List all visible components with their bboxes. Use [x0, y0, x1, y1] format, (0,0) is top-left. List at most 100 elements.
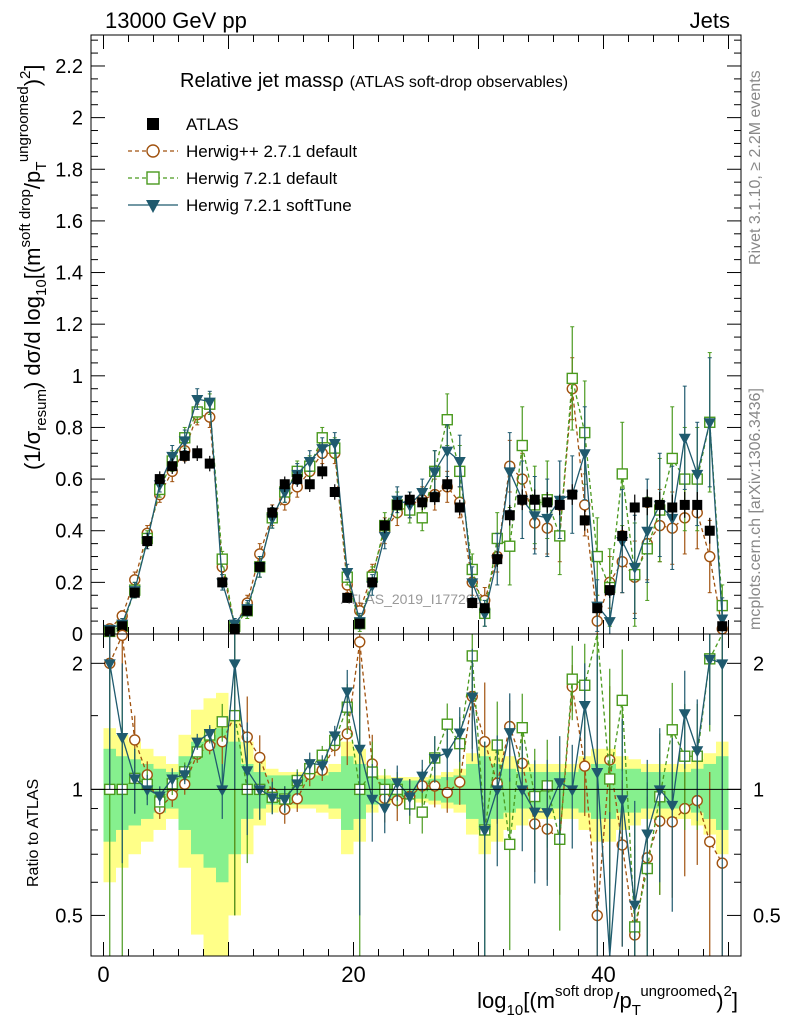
ratio-point	[141, 785, 154, 797]
ratio-point	[403, 792, 416, 804]
analysis-watermark: ATLAS_2019_I1772062	[341, 591, 490, 607]
ratio-point	[578, 700, 591, 712]
data-point	[542, 497, 553, 508]
data-point	[554, 499, 565, 510]
y-tick-label: 2.2	[55, 56, 83, 78]
data-point	[654, 499, 665, 510]
legend-label: Herwig++ 2.7.1 default	[186, 142, 357, 161]
data-point	[354, 618, 365, 629]
data-point	[129, 587, 140, 598]
data-point	[328, 438, 341, 450]
y-tick-label: 1.8	[55, 159, 83, 181]
y-tick-label: 1	[72, 366, 83, 388]
data-point	[666, 452, 678, 465]
ratio-point	[641, 829, 654, 841]
legend: ATLAS Herwig++ 2.7.1 default Herwig 7.2.1 …	[128, 115, 357, 215]
data-point	[466, 578, 479, 590]
ratio-point	[254, 751, 266, 764]
ratio-line	[109, 633, 723, 928]
data-point	[179, 450, 190, 461]
ratio-point	[504, 838, 516, 851]
data-point	[166, 451, 179, 463]
ratio-point	[266, 793, 279, 805]
y-tick-label: 1.6	[55, 211, 83, 233]
data-point	[616, 468, 628, 480]
ratio-point	[153, 791, 166, 803]
ratio-point	[278, 795, 291, 807]
ratio-point	[416, 806, 428, 818]
data-point	[503, 467, 516, 479]
data-point	[642, 497, 653, 508]
data-point	[278, 487, 291, 499]
data-point	[528, 511, 541, 523]
series-0	[104, 445, 728, 637]
band-inner-bin	[303, 775, 316, 805]
data-point	[629, 502, 640, 513]
data-point	[567, 489, 578, 500]
ratio-tick-label: 0.5	[55, 905, 83, 927]
main-series-group	[103, 326, 729, 638]
ratio-point	[216, 785, 229, 797]
data-point	[104, 626, 115, 637]
data-point	[392, 499, 403, 510]
data-point	[441, 414, 453, 426]
ratio-point	[216, 716, 228, 728]
ratio-point	[316, 761, 329, 773]
data-point	[203, 397, 216, 409]
ratio-point	[566, 673, 578, 685]
data-point	[467, 598, 478, 609]
data-point	[453, 457, 466, 469]
data-point	[704, 550, 716, 563]
data-point	[529, 494, 540, 505]
data-point	[628, 562, 641, 574]
data-point	[303, 457, 316, 469]
legend-entry-3: Herwig 7.2.1 softTune	[128, 196, 352, 215]
ratio-point	[678, 709, 691, 721]
ratio-point	[503, 728, 516, 740]
ratio-plot-frame	[90, 633, 742, 957]
data-point	[517, 494, 528, 505]
y-tick-label: 1.4	[55, 263, 83, 285]
data-point	[566, 372, 578, 385]
data-point	[367, 577, 378, 588]
data-point	[329, 486, 340, 497]
band-inner-bin	[203, 734, 216, 868]
data-point	[292, 474, 303, 485]
ratio-point	[391, 778, 404, 790]
legend-marker	[146, 200, 160, 213]
data-point	[204, 458, 215, 469]
ratio-point	[228, 659, 241, 671]
ratio-point	[704, 835, 716, 848]
ratio-point	[353, 744, 366, 756]
data-point	[541, 513, 554, 525]
header-left: 13000 GeV pp	[105, 8, 247, 33]
ratio-point	[416, 771, 429, 783]
data-point	[678, 433, 691, 445]
data-point	[254, 561, 265, 572]
rivet-label: Rivet 3.1.10, ≥ 2.2M events	[747, 70, 764, 265]
ratio-point	[666, 724, 678, 736]
ratio-point	[703, 654, 716, 666]
data-point	[304, 479, 315, 490]
y-tick-label: 0	[72, 624, 83, 646]
ratio-point	[328, 731, 341, 743]
data-point	[416, 487, 429, 499]
ratio-line	[109, 657, 723, 957]
ratio-point	[116, 629, 128, 641]
data-point	[342, 592, 353, 603]
mcplots-label: mcplots.cern.ch [arXiv:1306.3436]	[747, 388, 764, 630]
data-point	[216, 553, 228, 565]
ratio-point	[129, 734, 141, 746]
data-point	[603, 617, 616, 629]
ratio-tick-label: 1	[72, 779, 83, 801]
data-point	[142, 536, 153, 547]
data-point	[178, 436, 191, 448]
ratio-point	[441, 748, 454, 760]
ratio-point	[428, 753, 441, 765]
band-inner-bin	[316, 775, 329, 805]
ratio-point	[653, 785, 666, 797]
legend-marker	[147, 118, 159, 130]
data-point	[316, 444, 329, 456]
ratio-point	[453, 728, 466, 740]
data-point	[442, 479, 453, 490]
